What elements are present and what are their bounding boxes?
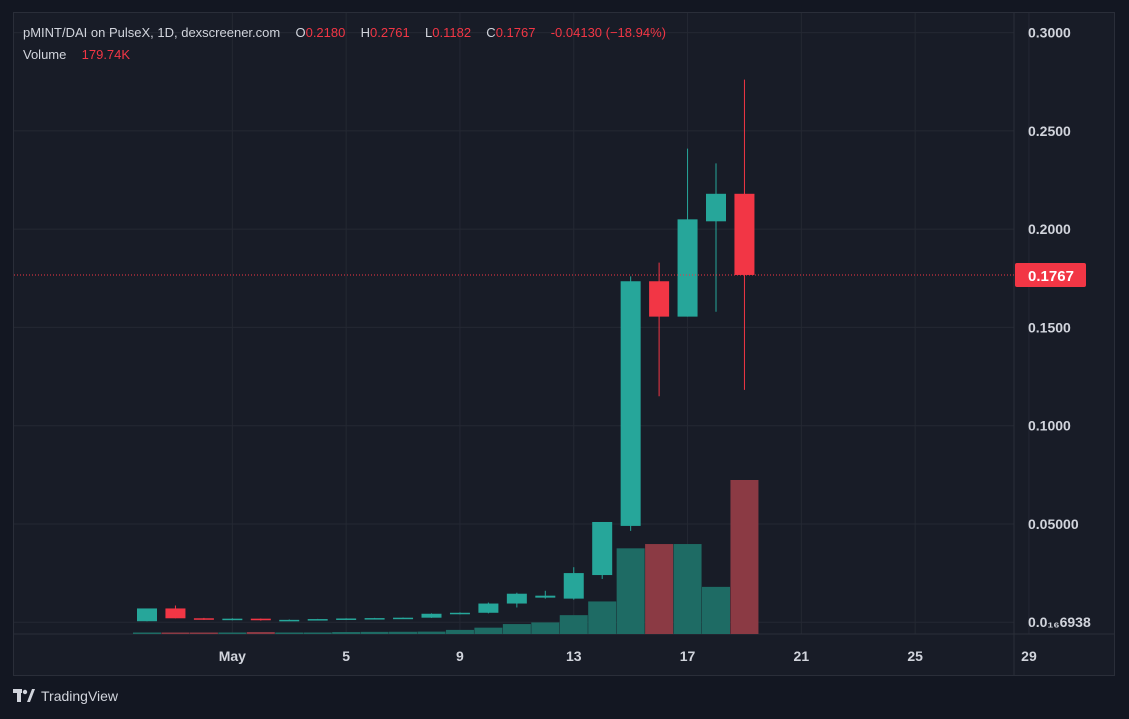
volume-bar[interactable]	[502, 624, 531, 634]
candle-body[interactable]	[393, 617, 414, 620]
close-value: 0.1767	[495, 25, 536, 40]
candle-body[interactable]	[336, 618, 357, 620]
tradingview-logo-icon	[13, 689, 35, 702]
x-tick-label: 25	[907, 648, 923, 664]
open-value: 0.2180	[305, 25, 346, 40]
volume-bar[interactable]	[559, 615, 588, 634]
last-price-badge[interactable]	[1015, 262, 1086, 287]
candle-body[interactable]	[307, 619, 328, 621]
volume-bar[interactable]	[616, 548, 645, 634]
candle-body[interactable]	[250, 618, 271, 621]
tradingview-brand-label: TradingView	[41, 688, 119, 704]
volume-bar[interactable]	[474, 627, 503, 634]
volume-bar[interactable]	[673, 544, 702, 634]
candle-body[interactable]	[535, 595, 556, 598]
volume-bar[interactable]	[360, 631, 389, 634]
x-tick-label: 5	[342, 648, 350, 664]
volume-bar[interactable]	[389, 631, 418, 634]
y-tick-label: 0.1500	[1028, 319, 1071, 335]
volume-bar[interactable]	[275, 632, 304, 635]
volume-bar[interactable]	[133, 632, 161, 635]
y-tick-label: 0.3000	[1028, 25, 1071, 41]
y-tick-label: 0.2000	[1028, 221, 1071, 237]
open-label: O	[295, 25, 306, 40]
chart-legend: pMINT/DAI on PulseX, 1D, dexscreener.com…	[23, 25, 666, 69]
candle-body[interactable]	[563, 573, 584, 599]
candle-body[interactable]	[193, 618, 214, 620]
low-label: L	[425, 25, 433, 40]
candle-body[interactable]	[137, 608, 157, 622]
candle-body[interactable]	[649, 281, 670, 317]
volume-bar[interactable]	[218, 632, 247, 635]
volume-bar[interactable]	[332, 632, 361, 634]
volume-bar[interactable]	[303, 632, 332, 635]
volume-bar[interactable]	[645, 544, 674, 634]
candle-body[interactable]	[165, 608, 186, 619]
volume-bar[interactable]	[417, 631, 446, 634]
y-tick-label: 0.2500	[1028, 123, 1071, 139]
candle-body[interactable]	[421, 613, 442, 618]
x-tick-label: 29	[1021, 648, 1037, 664]
candle-body[interactable]	[592, 521, 613, 576]
x-tick-label: 13	[566, 648, 582, 664]
tradingview-brand[interactable]: TradingView	[13, 688, 118, 704]
high-label: H	[360, 25, 370, 40]
candle-body[interactable]	[506, 593, 527, 604]
candle-body[interactable]	[620, 281, 641, 526]
volume-bar[interactable]	[189, 632, 218, 635]
candle-body[interactable]	[449, 612, 470, 615]
volume-bar[interactable]	[445, 629, 474, 634]
symbol-title[interactable]: pMINT/DAI on PulseX, 1D, dexscreener.com	[23, 25, 281, 40]
volume-bar[interactable]	[531, 622, 560, 634]
candle-body[interactable]	[706, 193, 726, 222]
last-price-label: 0.1767	[1028, 268, 1074, 285]
volume-bar[interactable]	[702, 586, 730, 634]
x-tick-label: 9	[456, 648, 464, 664]
ohlc-row: pMINT/DAI on PulseX, 1D, dexscreener.com…	[23, 25, 666, 47]
x-tick-label: 21	[794, 648, 810, 664]
volume-bar[interactable]	[730, 480, 759, 634]
y-tick-label: 0.05000	[1028, 516, 1079, 532]
plot-area[interactable]	[13, 12, 1115, 676]
high-value: 0.2761	[370, 25, 410, 40]
candle-body[interactable]	[222, 618, 243, 621]
candle-body[interactable]	[279, 619, 300, 622]
change-value: -0.04130 (−18.94%)	[550, 25, 666, 40]
x-tick-label: May	[219, 648, 246, 664]
candle-body[interactable]	[364, 618, 385, 620]
close-label: C	[486, 25, 496, 40]
volume-value: 179.74K	[81, 47, 131, 62]
x-tick-label: 17	[680, 648, 696, 664]
y-tick-label: 0.1000	[1028, 418, 1071, 434]
volume-bar[interactable]	[588, 601, 617, 634]
candle-body[interactable]	[734, 193, 755, 275]
volume-bar[interactable]	[161, 632, 190, 635]
y-tick-label: 0.0₁₆6938	[1028, 614, 1091, 630]
candle-body[interactable]	[478, 603, 499, 613]
volume-row: Volume 179.74K	[23, 47, 666, 69]
volume-label[interactable]: Volume	[23, 47, 67, 62]
low-value: 0.1182	[432, 25, 472, 40]
candle-body[interactable]	[677, 219, 698, 317]
volume-bar[interactable]	[246, 632, 275, 634]
